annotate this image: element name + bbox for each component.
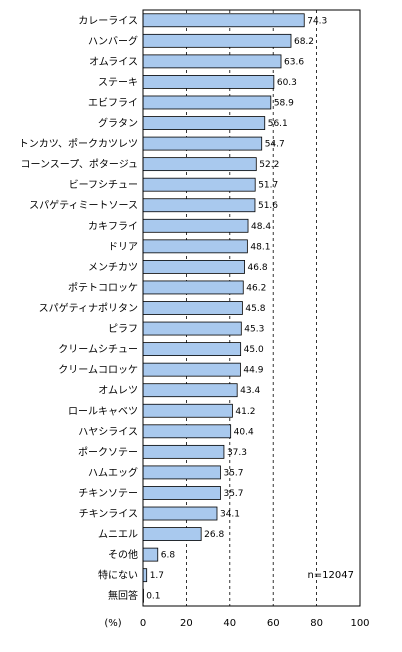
category-label: 特にない <box>98 570 138 582</box>
category-label: ビーフシチュー <box>69 179 138 191</box>
value-label: 35.7 <box>223 489 243 499</box>
bar <box>142 362 241 377</box>
bar <box>142 13 305 28</box>
value-label: 51.6 <box>258 201 278 211</box>
bar <box>142 444 225 459</box>
sample-size-note: n=12047 <box>307 570 354 581</box>
value-label: 6.8 <box>161 551 176 561</box>
value-label: 41.2 <box>235 407 255 417</box>
value-label: 56.1 <box>268 119 288 129</box>
value-label: 43.4 <box>240 386 260 396</box>
category-label: クリームコロッケ <box>58 364 138 376</box>
value-label: 1.7 <box>150 571 164 581</box>
category-label: クリームシチュー <box>58 344 138 356</box>
category-label: ドリア <box>108 242 138 253</box>
x-tick-label: 80 <box>310 618 323 629</box>
value-label: 74.3 <box>307 16 327 26</box>
category-label: グラタン <box>98 117 138 130</box>
bar <box>142 527 202 541</box>
category-label: スパゲティナポリタン <box>39 303 138 315</box>
bar <box>142 75 275 89</box>
value-label: 45.0 <box>244 345 264 355</box>
bar <box>142 321 242 336</box>
category-label: トンカツ、ポークカツレツ <box>19 138 138 150</box>
x-tick-label: 0 <box>140 618 146 629</box>
value-label: 48.4 <box>251 222 271 232</box>
bar <box>142 506 218 521</box>
x-tick-label: 100 <box>350 618 369 629</box>
category-label: ロールキャベツ <box>68 405 138 417</box>
value-labels: 74.3 68.2 63.6 60.3 58.9 56.1 54.7 52.2 51.7 51.6… <box>146 16 327 601</box>
bar <box>142 157 257 172</box>
bar <box>142 136 263 151</box>
category-label: カレーライス <box>78 15 138 27</box>
bar <box>142 259 245 274</box>
bar <box>142 424 232 439</box>
category-labels: カレーライスハンバーグオムライスステーキエビフライグラタントンカツ、ポークカツレ… <box>19 15 138 602</box>
value-label: 52.2 <box>259 160 279 170</box>
bar <box>142 54 282 69</box>
bar <box>142 218 249 233</box>
category-label: エビフライ <box>88 97 138 109</box>
category-label: ポテトコロッケ <box>68 282 138 294</box>
category-label: コーンスープ、ポタージュ <box>21 159 139 171</box>
category-label: ピラフ <box>108 323 138 335</box>
value-label: 54.7 <box>265 140 285 150</box>
bar <box>142 177 256 192</box>
bar <box>142 198 256 213</box>
value-label: 48.1 <box>250 242 270 252</box>
bar <box>142 239 248 254</box>
category-label: ムニエル <box>98 529 138 541</box>
bar <box>142 486 221 500</box>
bar <box>142 342 242 357</box>
value-label: 45.3 <box>244 325 264 335</box>
bar <box>142 383 238 398</box>
x-tick-label: 40 <box>223 618 236 629</box>
value-label: 46.2 <box>246 283 266 293</box>
value-label: 58.9 <box>274 98 294 108</box>
category-label: スパゲティミートソース <box>29 200 138 212</box>
value-label: 68.2 <box>294 37 314 47</box>
category-label: オムレツ <box>98 385 138 397</box>
category-label: ハムエッグ <box>88 466 138 479</box>
category-label: ステーキ <box>98 77 138 88</box>
x-tick-label: 60 <box>267 618 280 629</box>
bar <box>142 465 221 480</box>
value-label: 60.3 <box>277 78 297 88</box>
x-tick-labels: 0 20 40 60 80 100 <box>140 618 370 629</box>
bar <box>142 568 148 583</box>
value-label: 26.8 <box>204 530 224 540</box>
category-label: メンチカツ <box>88 261 138 273</box>
category-label: チキンライス <box>79 508 138 520</box>
value-label: 34.1 <box>220 510 240 520</box>
category-label: その他 <box>108 548 138 561</box>
category-label: チキンソテー <box>78 487 138 499</box>
value-label: 35.7 <box>223 468 243 478</box>
bar <box>142 116 266 130</box>
value-label: 37.3 <box>227 448 247 458</box>
value-label: 63.6 <box>284 57 304 67</box>
bar <box>142 547 159 562</box>
value-label: 51.7 <box>258 181 278 191</box>
category-label: オムライス <box>89 56 138 68</box>
value-label: 0.1 <box>146 592 160 602</box>
category-label: ハヤシライス <box>78 426 138 438</box>
plot-frame <box>142 9 361 607</box>
bar <box>142 403 233 418</box>
bar <box>142 95 272 110</box>
bar <box>142 301 243 315</box>
value-label: 44.9 <box>243 366 263 376</box>
value-label: 46.8 <box>248 263 268 273</box>
bar <box>142 33 292 48</box>
value-label: 40.4 <box>234 427 254 437</box>
value-label: 45.8 <box>245 304 265 314</box>
x-tick-label: 20 <box>180 618 193 629</box>
category-label: カキフライ <box>88 220 138 232</box>
category-label: ハンバーグ <box>88 34 138 47</box>
bar <box>142 280 244 295</box>
x-unit-label: (%) <box>104 618 121 629</box>
category-label: 無回答 <box>108 589 138 602</box>
category-label: ポークソテー <box>78 446 138 458</box>
